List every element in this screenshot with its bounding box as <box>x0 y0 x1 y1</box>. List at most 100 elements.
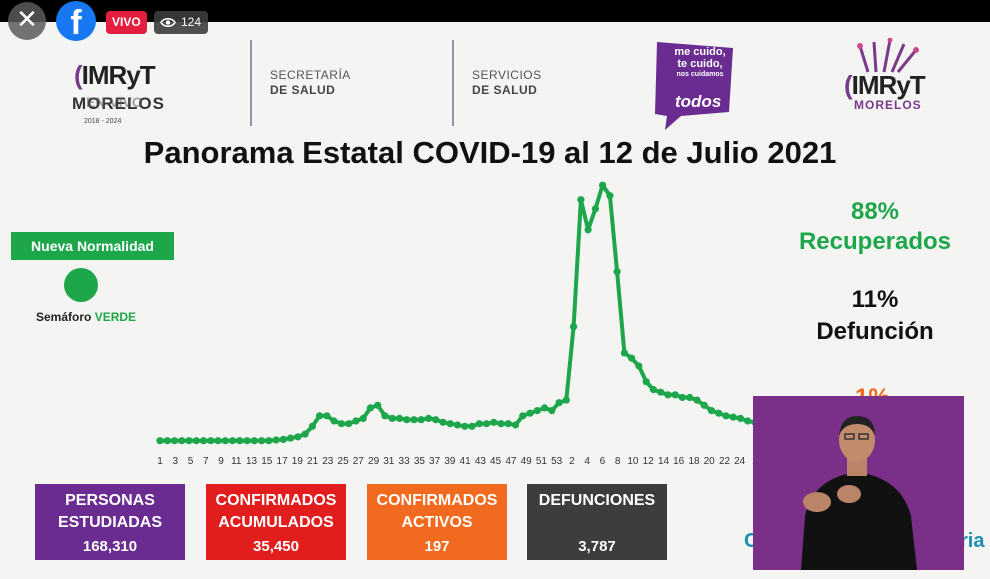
data-point <box>381 412 389 420</box>
x-tick-label: 43 <box>475 456 487 467</box>
x-tick-label: 24 <box>734 456 746 467</box>
data-point <box>511 421 520 429</box>
data-point <box>417 416 425 424</box>
data-point <box>272 436 280 444</box>
eye-icon <box>160 17 176 28</box>
x-tick-label: 17 <box>277 456 289 467</box>
x-tick-label: 1 <box>157 456 163 467</box>
data-point <box>156 437 164 445</box>
data-point <box>475 420 483 428</box>
x-tick-label: 12 <box>643 456 655 467</box>
data-point <box>482 420 491 428</box>
imryt-logo-left: (IMRyT MORELOS 2018 - 2024 <box>70 38 190 130</box>
x-tick-label: 9 <box>218 456 224 467</box>
data-point <box>236 437 244 445</box>
data-point <box>613 268 621 276</box>
x-tick-label: 10 <box>627 456 639 467</box>
data-point <box>686 393 694 402</box>
data-point <box>388 414 396 422</box>
x-tick-label: 4 <box>584 456 590 467</box>
data-point <box>403 416 411 424</box>
live-badge: VIVO <box>106 11 147 34</box>
close-icon[interactable]: ✕ <box>8 2 46 40</box>
defuncion-pct: 11% <box>851 286 899 313</box>
x-tick-label: 8 <box>615 456 621 467</box>
data-point <box>337 420 345 428</box>
x-tick-label: 6 <box>600 456 606 467</box>
x-tick-label: 16 <box>673 456 685 467</box>
data-point <box>715 409 723 417</box>
emblem-icon <box>857 38 919 73</box>
data-point <box>664 391 672 399</box>
defuncion-label: Defunción <box>816 318 934 345</box>
facebook-logo-icon[interactable]: f <box>56 1 96 42</box>
live-top-bar <box>0 0 990 22</box>
data-point <box>395 414 404 422</box>
x-tick-label: 37 <box>429 456 441 467</box>
data-point <box>577 196 585 204</box>
x-tick-label: 19 <box>292 456 304 467</box>
stat-personas-estudiadas: PERSONAS ESTUDIADAS 168,310 <box>35 484 185 560</box>
data-point <box>453 421 462 429</box>
campaign-todos: todos <box>675 92 722 111</box>
data-point <box>628 354 636 362</box>
series-line <box>160 183 756 443</box>
x-tick-label: 49 <box>521 456 533 467</box>
x-tick-label: 2 <box>569 456 575 467</box>
x-tick-label: 11 <box>231 456 242 467</box>
data-point <box>207 437 215 445</box>
data-point <box>316 412 324 420</box>
data-point <box>606 192 614 200</box>
x-tick-label: 21 <box>307 456 319 467</box>
data-point <box>657 388 665 396</box>
campaign-logo: me cuido, te cuido, nos cuidamos todos <box>651 38 737 130</box>
data-point <box>258 437 266 445</box>
x-tick-label: 27 <box>353 456 365 467</box>
imryt-logo-text: (IMRyT <box>74 60 156 90</box>
data-point <box>294 433 302 441</box>
imryt-logo-right-text: (IMRyT <box>844 70 926 100</box>
x-tick-label: 29 <box>368 456 380 467</box>
data-point <box>562 396 570 404</box>
data-point <box>736 414 745 422</box>
data-point <box>432 416 440 424</box>
data-point <box>461 422 469 430</box>
data-point <box>446 420 454 428</box>
data-point <box>584 226 592 234</box>
data-point <box>526 409 534 417</box>
data-point <box>199 437 208 445</box>
data-point <box>410 416 418 424</box>
defuncion-stat: 11% Defunción <box>790 284 960 348</box>
data-point <box>185 437 193 445</box>
x-tick-label: 53 <box>551 456 563 467</box>
sign-language-interpreter-video <box>753 396 964 570</box>
imryt-logo-right: (IMRyT MORELOS <box>838 38 956 134</box>
x-tick-label: 33 <box>399 456 411 467</box>
morelos-logo-right-text: MORELOS <box>854 98 922 112</box>
data-point <box>178 437 186 445</box>
data-point <box>323 412 331 420</box>
interpreter-figure <box>753 396 964 570</box>
logo-years: 2018 - 2024 <box>84 118 122 125</box>
data-point <box>678 393 687 402</box>
data-point <box>243 437 251 445</box>
recuperados-label: Recuperados <box>798 228 952 255</box>
x-tick-label: 41 <box>460 456 472 467</box>
data-point <box>352 417 360 425</box>
data-point <box>279 435 287 443</box>
data-point <box>330 417 338 425</box>
speech-bubble-icon <box>655 42 733 130</box>
data-point <box>468 422 476 430</box>
x-tick-label: 22 <box>719 456 731 467</box>
data-point <box>308 422 316 430</box>
page-title: Panorama Estatal COVID-19 al 12 de Julio… <box>143 135 837 170</box>
data-point <box>671 391 679 399</box>
x-tick-label: 35 <box>414 456 426 467</box>
data-point <box>620 349 628 357</box>
data-point <box>635 362 643 370</box>
x-tick-label: 13 <box>246 456 258 467</box>
x-tick-label: 7 <box>203 456 209 467</box>
stat-confirmados-activos: CONFIRMADOS ACTIVOS 197 <box>367 484 507 560</box>
data-point <box>519 412 527 420</box>
stat-defunciones: DEFUNCIONES 3,787 <box>527 484 667 560</box>
